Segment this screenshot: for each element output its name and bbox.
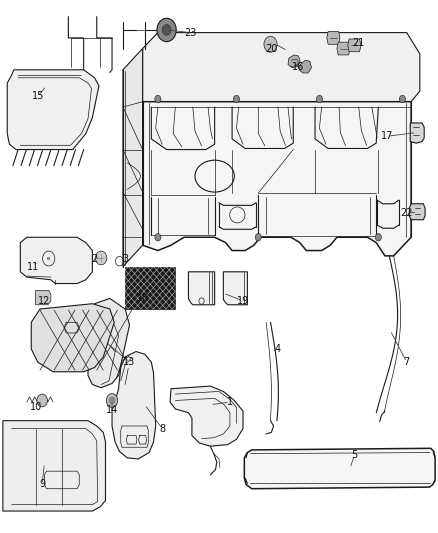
Text: 7: 7	[404, 357, 410, 367]
Polygon shape	[88, 298, 130, 387]
Text: 21: 21	[353, 38, 365, 48]
Polygon shape	[188, 272, 215, 305]
Text: 4: 4	[275, 344, 281, 354]
Text: e: e	[47, 256, 50, 261]
Text: 9: 9	[39, 480, 45, 489]
Polygon shape	[170, 386, 243, 446]
Text: 8: 8	[159, 424, 165, 434]
Polygon shape	[299, 60, 311, 73]
Text: 10: 10	[30, 402, 42, 413]
Text: 18: 18	[137, 293, 149, 303]
Circle shape	[155, 95, 161, 103]
Text: 2: 2	[92, 254, 98, 263]
Circle shape	[255, 233, 261, 241]
Text: 11: 11	[27, 262, 39, 271]
Polygon shape	[223, 272, 247, 305]
Text: 22: 22	[400, 208, 413, 219]
Text: 17: 17	[381, 131, 393, 141]
Polygon shape	[410, 123, 424, 143]
Polygon shape	[143, 33, 420, 102]
Text: 16: 16	[291, 62, 304, 72]
Circle shape	[233, 95, 240, 103]
Polygon shape	[3, 421, 106, 511]
Text: 1: 1	[227, 397, 233, 407]
Text: 14: 14	[106, 405, 118, 415]
Polygon shape	[7, 70, 99, 150]
Circle shape	[95, 251, 107, 265]
Bar	[125, 266, 175, 309]
Polygon shape	[244, 448, 435, 489]
Text: 19: 19	[237, 296, 249, 306]
Polygon shape	[348, 39, 361, 52]
Circle shape	[106, 393, 118, 407]
Polygon shape	[123, 49, 143, 266]
Polygon shape	[31, 304, 114, 372]
Polygon shape	[35, 290, 51, 305]
Circle shape	[110, 397, 115, 403]
Text: 12: 12	[38, 296, 50, 306]
Polygon shape	[327, 31, 340, 44]
Text: 13: 13	[124, 357, 136, 367]
Circle shape	[157, 18, 176, 42]
Text: 23: 23	[184, 28, 197, 38]
Polygon shape	[112, 352, 155, 459]
Text: 20: 20	[265, 44, 278, 53]
Polygon shape	[288, 55, 300, 68]
Circle shape	[316, 95, 322, 103]
Text: 5: 5	[351, 450, 357, 460]
Text: 3: 3	[122, 254, 128, 263]
Circle shape	[155, 233, 161, 241]
Circle shape	[375, 233, 381, 241]
Polygon shape	[20, 237, 92, 284]
Circle shape	[264, 36, 277, 52]
Polygon shape	[337, 42, 350, 55]
Circle shape	[37, 394, 47, 407]
Text: 15: 15	[32, 91, 44, 101]
Polygon shape	[143, 102, 411, 256]
Circle shape	[399, 95, 406, 103]
Circle shape	[162, 25, 171, 35]
Polygon shape	[410, 204, 425, 220]
